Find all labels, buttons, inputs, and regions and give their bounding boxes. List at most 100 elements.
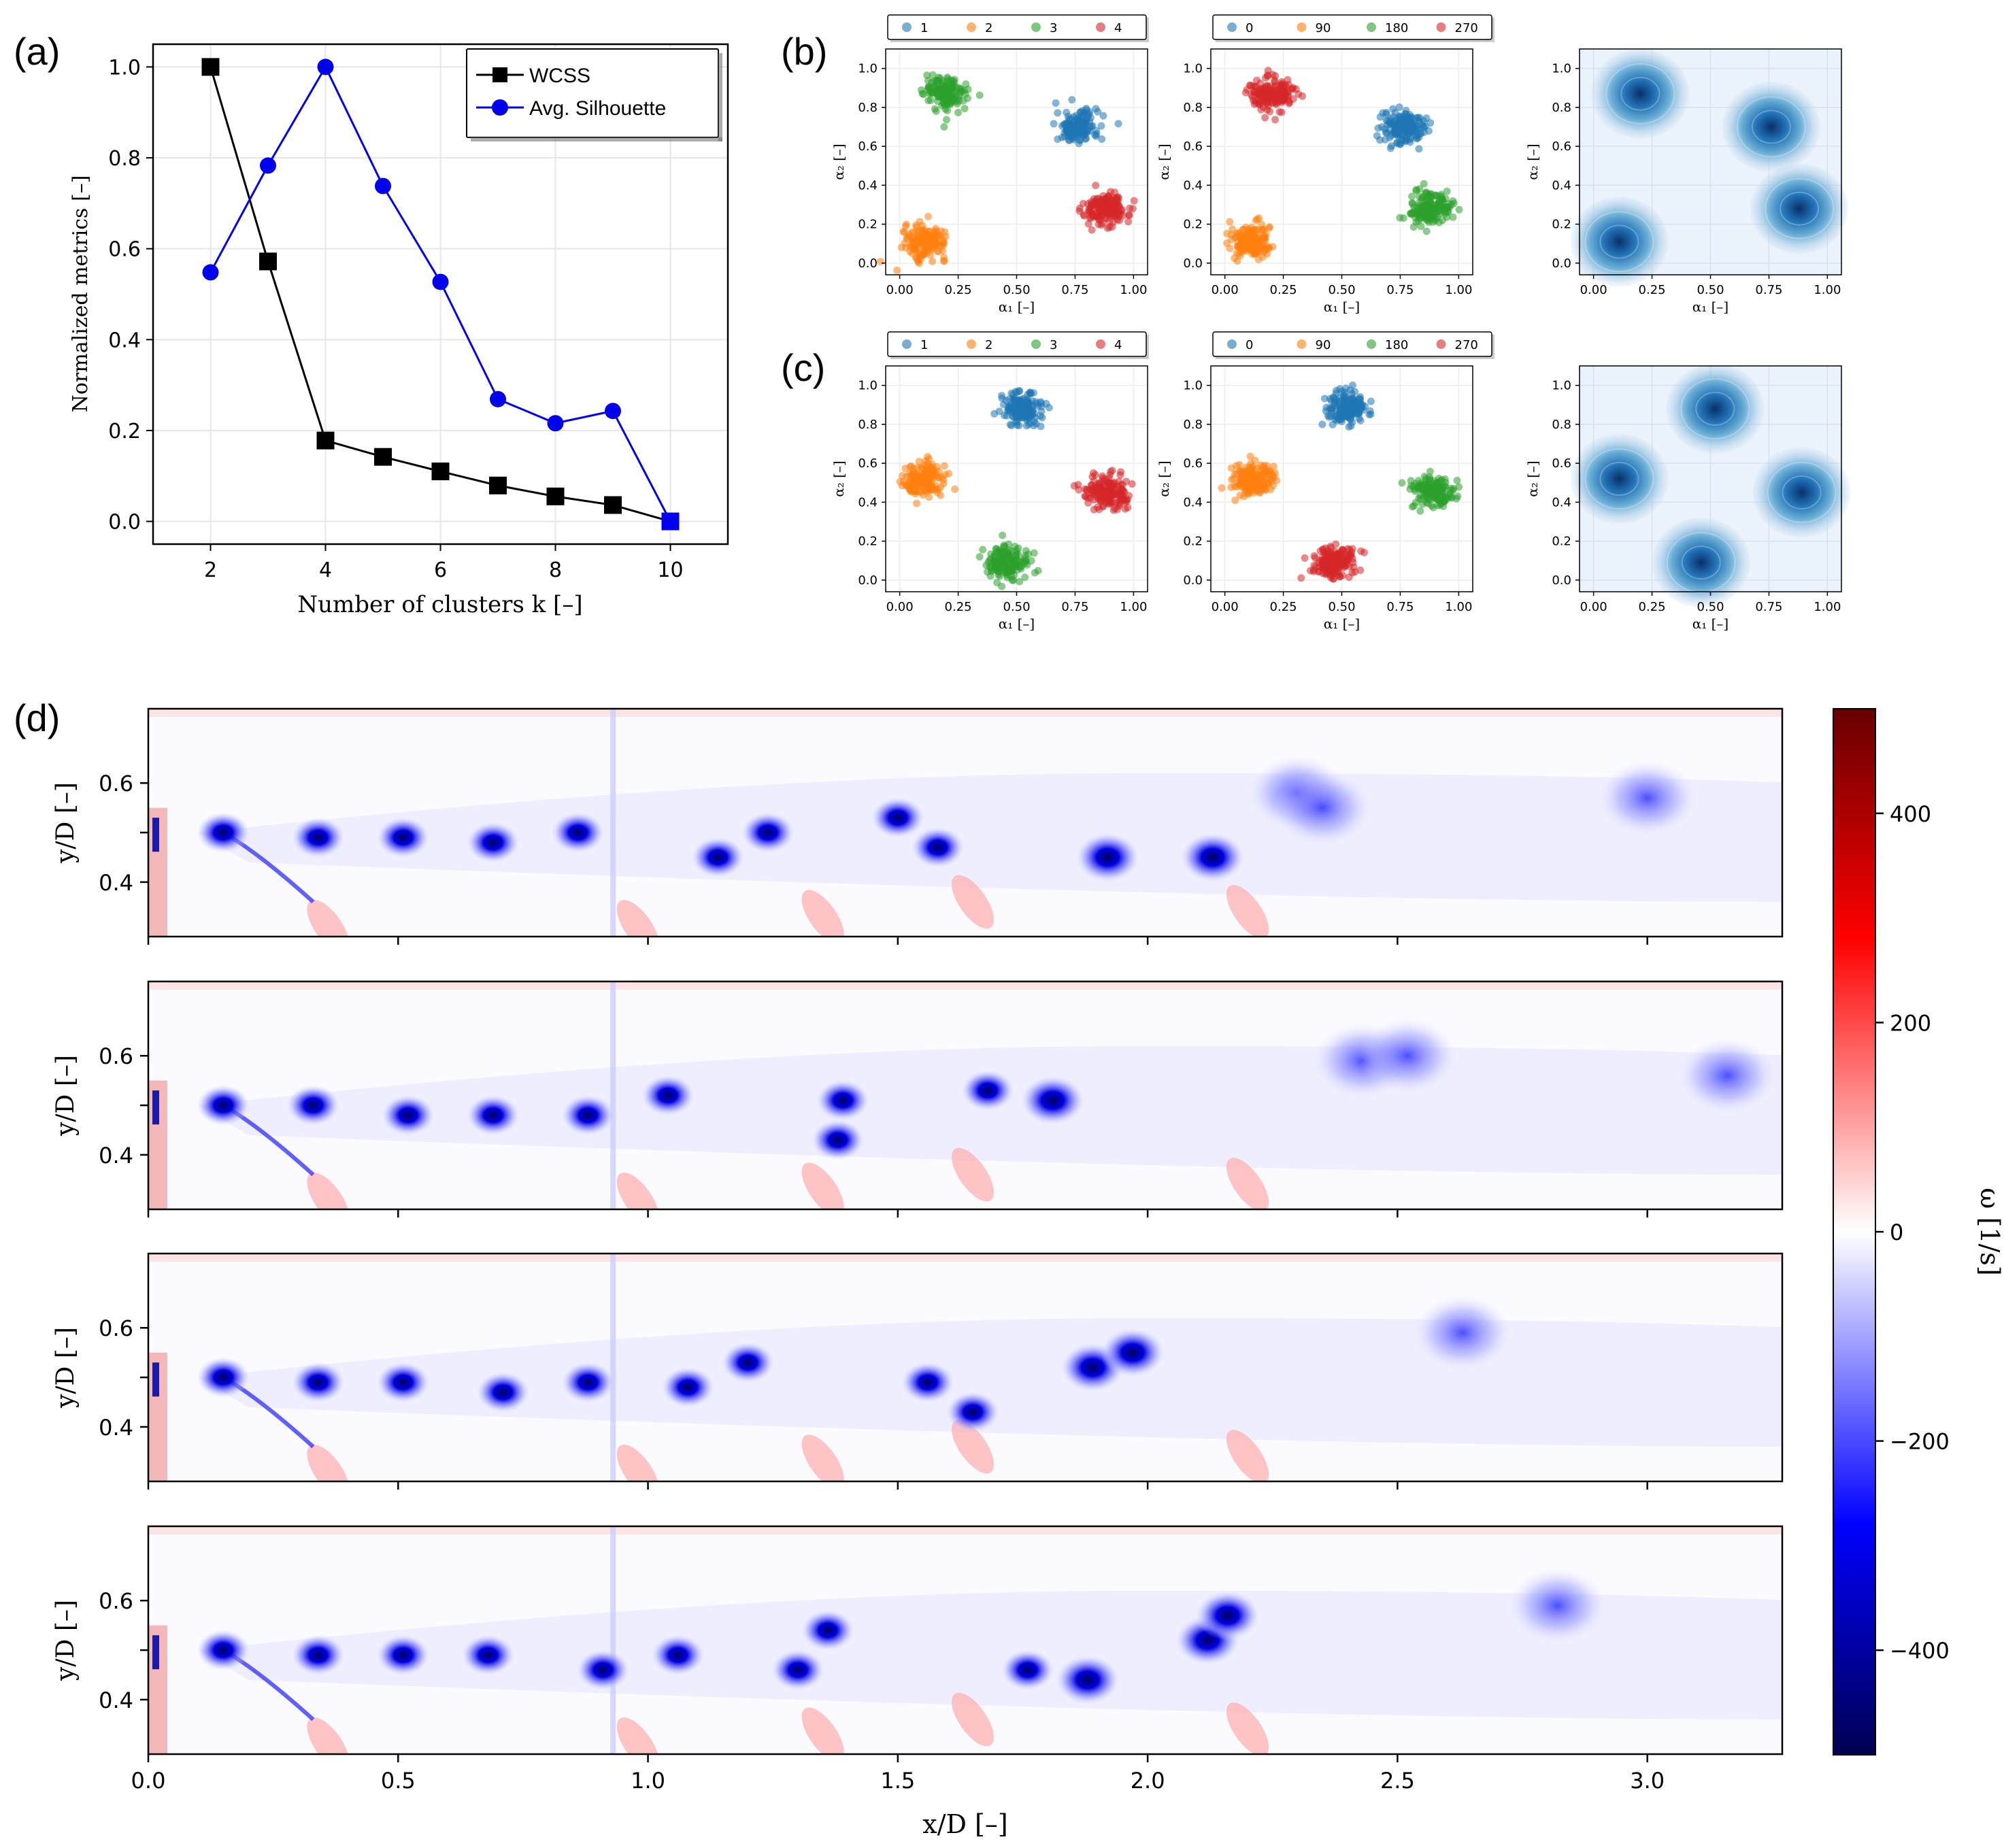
scatter-point — [940, 462, 948, 470]
scatter-point — [1415, 494, 1423, 503]
legend-label: 1 — [920, 21, 928, 35]
scatter-point — [1453, 476, 1461, 484]
scatter-point — [925, 455, 933, 463]
legend-label: 2 — [985, 21, 992, 35]
scatter-point — [918, 90, 926, 98]
scatter-point — [1054, 109, 1062, 117]
ytick-label: 0.4 — [1183, 178, 1203, 192]
shear-streak — [951, 1419, 995, 1474]
scatter-point — [1268, 86, 1276, 95]
scatter-point — [1088, 226, 1096, 234]
panel-label-a: (a) — [14, 30, 60, 73]
scatter-point — [1271, 71, 1280, 80]
scatter-point — [1027, 556, 1035, 565]
wcss-point — [259, 252, 277, 271]
density-blob — [1750, 163, 1849, 254]
legend-label: 180 — [1385, 21, 1408, 35]
scatter-point — [1105, 474, 1113, 482]
chart-a-xtick-label: 8 — [549, 558, 562, 582]
xtick-label: 0.5 — [381, 1768, 416, 1794]
ytick-label: 0.4 — [99, 1687, 133, 1713]
scatter-point — [1443, 494, 1451, 502]
scatter-point — [1235, 480, 1243, 488]
scatter-point — [1233, 462, 1241, 470]
scatter-point — [1099, 474, 1107, 482]
scatter-point — [1258, 476, 1267, 484]
ytick-label: 0.8 — [1552, 418, 1571, 432]
scatter-point — [1421, 189, 1429, 197]
legend-marker — [902, 22, 912, 32]
ytick-label: 0.0 — [858, 573, 878, 588]
scatter-point — [990, 409, 999, 418]
scatter-point — [1271, 116, 1279, 124]
scatter-point — [1414, 477, 1422, 485]
scatter-point — [1092, 130, 1101, 138]
vortex — [816, 1079, 870, 1121]
scatter-point — [932, 107, 940, 116]
vortex — [961, 1070, 1015, 1111]
scatter-point — [1407, 477, 1415, 485]
scatter-point — [1037, 422, 1045, 431]
stitch-line — [610, 1254, 616, 1481]
density-contour — [1666, 532, 1736, 594]
scatter-point — [1252, 248, 1260, 256]
scatter-point — [1247, 476, 1255, 484]
scatter-point — [1454, 492, 1462, 501]
scatter-point — [916, 251, 924, 259]
silhouette-point — [547, 415, 564, 432]
ytick-label: 0.0 — [858, 256, 878, 271]
density-contour — [1599, 224, 1639, 259]
scatter-point — [986, 572, 995, 580]
scatter-point — [1094, 107, 1102, 116]
scatter-point — [901, 222, 909, 231]
density-contour — [1620, 76, 1660, 111]
panel-ylabel: y/D [–] — [52, 1327, 80, 1409]
scatter-point — [1124, 503, 1132, 511]
legend-marker — [1297, 339, 1307, 349]
ytick-label: 0.4 — [858, 495, 878, 509]
scatter-point — [1282, 82, 1290, 90]
scatter-point — [1265, 224, 1273, 232]
legend-label: 90 — [1316, 21, 1331, 35]
scatter-point — [1084, 220, 1092, 228]
scatter-point — [1401, 135, 1409, 143]
vortex — [376, 1634, 430, 1676]
scatter-point — [924, 212, 933, 220]
xtick-label: 1.0 — [631, 1768, 665, 1794]
density-contour — [1584, 448, 1654, 509]
chart-a-ticks: 2 4 6 8 10 0.0 0.2 0.4 0.6 0.8 1.0 — [108, 56, 683, 582]
scatter-point — [1021, 552, 1029, 560]
scatter-point — [1348, 381, 1356, 389]
scatter-point — [1117, 468, 1125, 476]
scatter-point — [927, 88, 935, 96]
xtick-label: 0.00 — [886, 283, 914, 297]
legend-marker — [1096, 339, 1105, 349]
scatter-point — [1265, 243, 1273, 252]
xtick-label: 0.00 — [1580, 283, 1607, 297]
legend-marker — [967, 22, 976, 32]
scatter-point — [1252, 99, 1260, 107]
vortex — [291, 1634, 345, 1676]
scatter-point — [1327, 404, 1335, 412]
scatter-point — [1426, 473, 1434, 481]
scatter-point — [1004, 405, 1012, 413]
subplot-c-3: 0.00 0.25 0.50 0.75 1.00 0.0 0.2 0.4 0.6 0.8 1.0 α₁… — [1524, 363, 1851, 632]
scatter-point — [1421, 122, 1429, 131]
ytick-label: 1.0 — [858, 62, 878, 76]
scatter-point — [1007, 422, 1016, 430]
ytick-label: 0.2 — [1552, 535, 1571, 549]
silhouette-point — [202, 264, 219, 281]
scatter-point — [1099, 112, 1107, 120]
legend-marker — [967, 339, 976, 349]
scatter-point — [1285, 99, 1293, 107]
legend-label: 270 — [1455, 21, 1478, 35]
scatter-point — [1269, 98, 1277, 106]
shear-streak — [1226, 885, 1269, 937]
scatter-point — [941, 233, 950, 241]
ytick-label: 1.0 — [1552, 379, 1571, 393]
scatter-point — [1409, 223, 1418, 231]
scatter-point — [944, 84, 952, 93]
ytick-label: 0.8 — [1183, 418, 1203, 432]
scatter-point — [940, 123, 948, 131]
scatter-point — [1097, 216, 1105, 224]
